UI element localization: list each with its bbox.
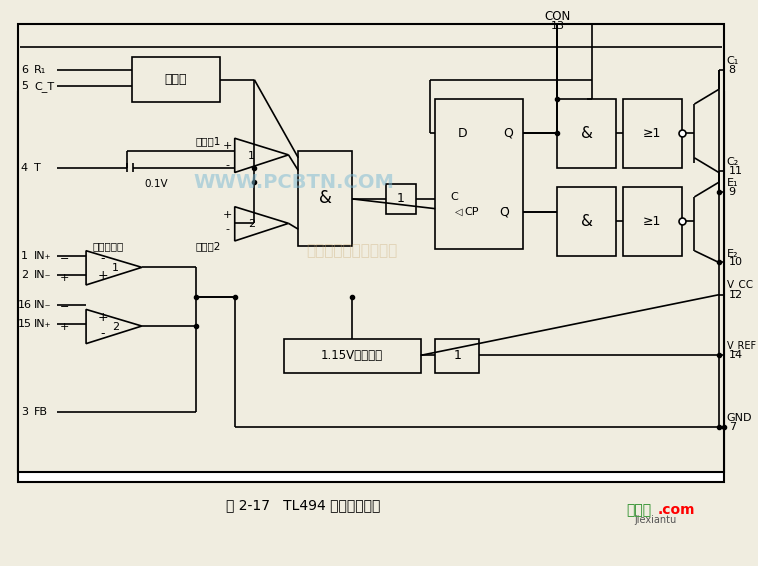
Text: IN₋: IN₋	[34, 299, 52, 310]
Text: V_CC: V_CC	[727, 280, 753, 290]
Text: +: +	[223, 141, 233, 151]
Text: Q̄: Q̄	[499, 205, 509, 218]
Text: E₂: E₂	[727, 248, 738, 259]
Text: T: T	[34, 162, 41, 173]
Text: ◁: ◁	[455, 207, 462, 217]
Text: ≥1: ≥1	[643, 215, 662, 228]
Text: 2: 2	[248, 219, 255, 229]
Text: V_REF: V_REF	[727, 340, 756, 351]
Text: C: C	[450, 192, 458, 202]
Text: +: +	[223, 209, 233, 220]
FancyBboxPatch shape	[387, 184, 415, 213]
Text: CP: CP	[465, 207, 479, 217]
Text: GND: GND	[727, 413, 752, 423]
Text: 广州络睿科技有限公司: 广州络睿科技有限公司	[306, 243, 398, 258]
Text: .com: .com	[657, 503, 695, 517]
Text: 9: 9	[728, 187, 736, 197]
FancyBboxPatch shape	[132, 57, 220, 102]
Text: Q: Q	[503, 127, 513, 140]
Text: -: -	[101, 327, 105, 340]
Text: 2: 2	[21, 270, 28, 280]
FancyBboxPatch shape	[623, 187, 681, 256]
Text: +: +	[60, 322, 69, 332]
Text: 1: 1	[21, 251, 28, 260]
Text: +: +	[97, 269, 108, 282]
Text: 比较器1: 比较器1	[196, 136, 221, 146]
FancyBboxPatch shape	[557, 187, 616, 256]
Text: IN₊: IN₊	[34, 251, 52, 260]
Text: +: +	[60, 273, 69, 283]
Text: 8: 8	[728, 65, 736, 75]
Text: CON: CON	[544, 10, 571, 23]
Text: 1.15V基准电源: 1.15V基准电源	[321, 349, 383, 362]
Text: 图 2-17   TL494 内部等效电路: 图 2-17 TL494 内部等效电路	[226, 498, 381, 512]
Text: 6: 6	[21, 65, 28, 75]
Text: 1: 1	[248, 151, 255, 161]
Text: IN₋: IN₋	[34, 270, 52, 280]
Text: −: −	[60, 302, 69, 312]
Text: -: -	[226, 160, 230, 170]
Text: &: &	[319, 190, 331, 207]
Text: 接线图: 接线图	[626, 503, 651, 517]
Text: R₁: R₁	[34, 65, 46, 75]
Text: 0.1V: 0.1V	[145, 179, 168, 189]
Text: 2: 2	[112, 322, 119, 332]
Text: E₁: E₁	[727, 178, 738, 188]
Text: &: &	[581, 126, 593, 141]
Text: 11: 11	[728, 165, 743, 175]
Text: 10: 10	[728, 258, 743, 268]
Text: -: -	[101, 252, 105, 265]
Text: C₂: C₂	[727, 157, 739, 167]
Text: IN₊: IN₊	[34, 319, 52, 329]
Text: −: −	[60, 254, 69, 264]
Text: 7: 7	[728, 422, 736, 432]
Text: 13: 13	[550, 21, 565, 31]
Text: C₁: C₁	[727, 56, 739, 66]
Text: 5: 5	[21, 82, 28, 92]
FancyBboxPatch shape	[299, 151, 352, 246]
Text: ≥1: ≥1	[643, 127, 662, 140]
FancyBboxPatch shape	[17, 24, 724, 471]
Text: 16: 16	[17, 299, 31, 310]
Text: 1: 1	[453, 349, 461, 362]
FancyBboxPatch shape	[435, 99, 523, 249]
Text: 4: 4	[21, 162, 28, 173]
Text: WWW.PCBTN.COM: WWW.PCBTN.COM	[193, 173, 394, 192]
FancyBboxPatch shape	[557, 99, 616, 168]
Text: D: D	[458, 127, 468, 140]
Text: 1: 1	[397, 192, 405, 205]
Text: jiexiantu: jiexiantu	[634, 514, 676, 525]
Text: 12: 12	[728, 290, 743, 300]
FancyBboxPatch shape	[17, 92, 724, 482]
Text: 3: 3	[21, 407, 28, 417]
Text: 误差放大器: 误差放大器	[93, 241, 124, 251]
Text: +: +	[97, 311, 108, 324]
Text: 1: 1	[112, 263, 119, 273]
FancyBboxPatch shape	[283, 338, 421, 373]
Text: FB: FB	[34, 407, 49, 417]
Text: C_T: C_T	[34, 81, 55, 92]
Text: -: -	[226, 224, 230, 234]
Text: 振荡器: 振荡器	[164, 73, 187, 86]
FancyBboxPatch shape	[623, 99, 681, 168]
Text: 15: 15	[17, 319, 31, 329]
Text: 14: 14	[728, 350, 743, 361]
FancyBboxPatch shape	[435, 338, 479, 373]
Text: 比较器2: 比较器2	[196, 241, 221, 251]
Text: &: &	[581, 214, 593, 229]
